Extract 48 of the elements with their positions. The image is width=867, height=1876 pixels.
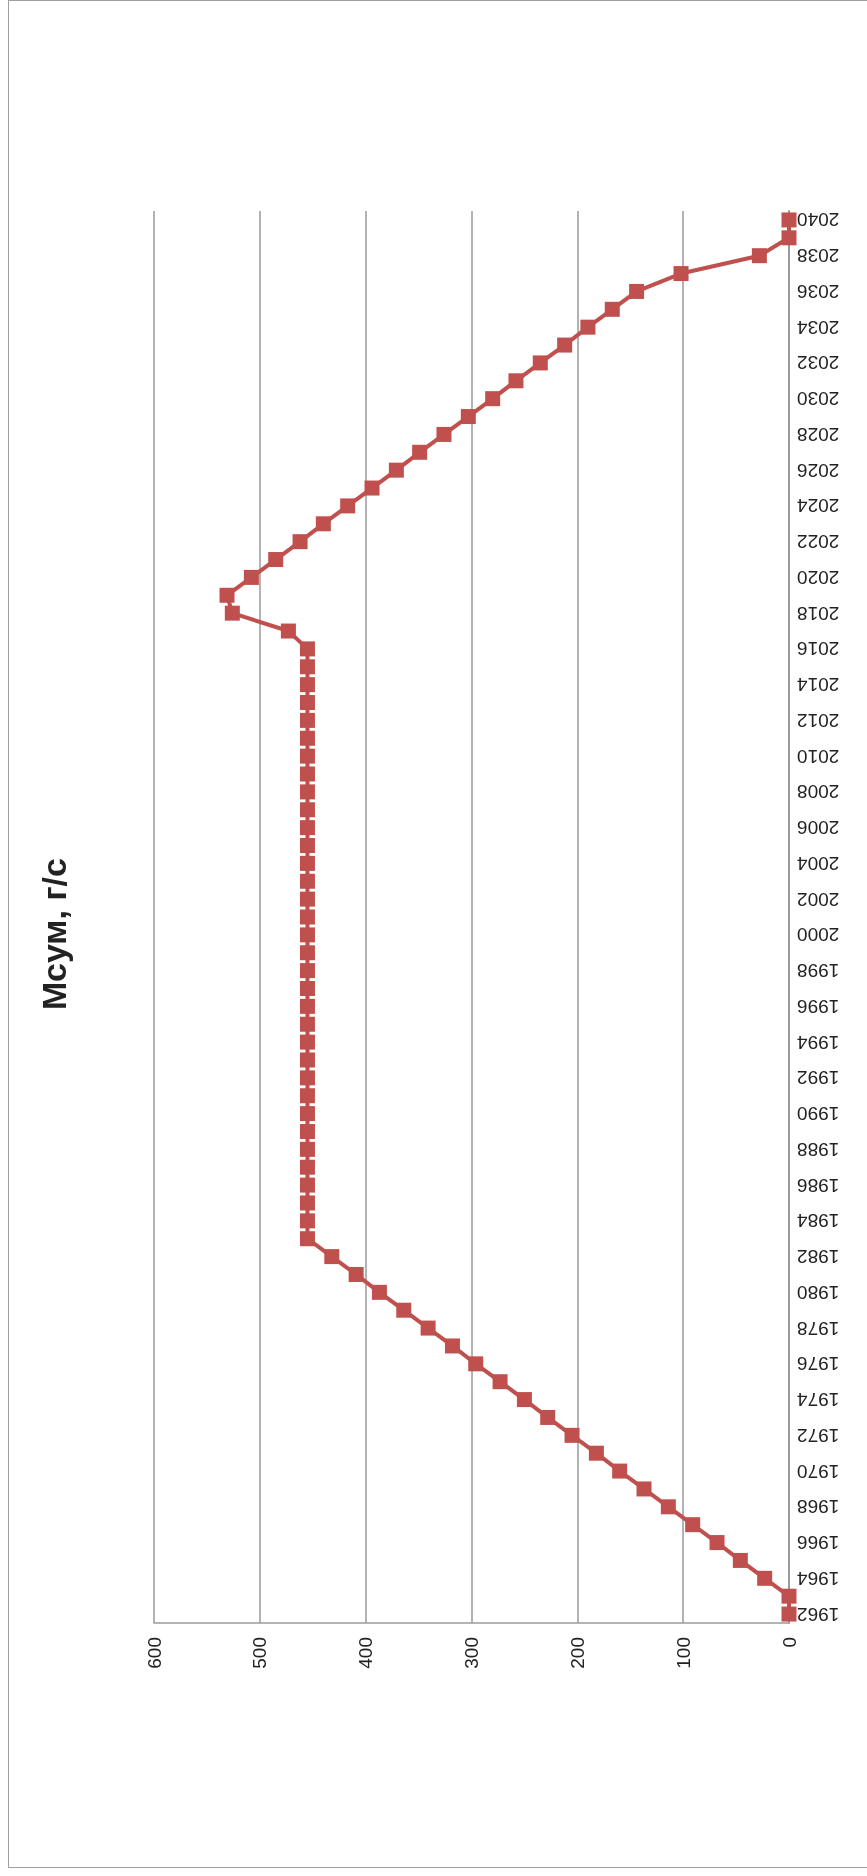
y-tick-label: 1990 — [797, 1103, 840, 1125]
y-tick-label: 2028 — [797, 423, 840, 445]
y-tick-label: 2022 — [797, 531, 840, 553]
x-tick-label: 600 — [143, 1637, 165, 1669]
y-tick-label: 1980 — [797, 1281, 840, 1303]
x-tick-label: 100 — [672, 1637, 694, 1669]
y-tick-label: 1970 — [797, 1460, 840, 1482]
y-tick-label: 2000 — [797, 924, 840, 946]
y-tick-label: 2026 — [797, 459, 840, 481]
y-tick-label: 1978 — [797, 1317, 840, 1339]
y-tick-label: 1996 — [797, 995, 840, 1017]
y-tick-label: 2024 — [796, 495, 840, 517]
y-tick-label: 2020 — [797, 566, 840, 588]
y-tick-label: 2014 — [796, 674, 840, 696]
y-tick-label: 1968 — [797, 1496, 840, 1518]
y-tick-label: 2034 — [796, 316, 840, 338]
y-tick-label: 1984 — [796, 1210, 840, 1232]
y-tick-label: 2038 — [797, 245, 840, 267]
y-tick-label: 1964 — [796, 1567, 840, 1589]
y-tick-label: 2032 — [797, 352, 840, 374]
y-tick-label: 2004 — [796, 852, 840, 874]
x-tick-label: 0 — [778, 1637, 800, 1648]
x-tick-label: 200 — [566, 1637, 588, 1669]
x-tick-label: 500 — [249, 1637, 271, 1669]
text: Мсум, г/с — [35, 858, 73, 1010]
y-tick-label: 2010 — [797, 745, 840, 767]
y-tick-label: 1974 — [796, 1389, 840, 1411]
y-tick-label: 1986 — [797, 1174, 840, 1196]
y-tick-label: 2040 — [797, 209, 840, 231]
y-tick-label: 2006 — [797, 817, 840, 839]
y-tick-label: 2036 — [797, 280, 840, 302]
y-tick-label: 2002 — [797, 888, 840, 910]
y-tick-label: 1962 — [797, 1603, 840, 1625]
y-tick-label: 1972 — [797, 1424, 840, 1446]
x-tick-label: 300 — [461, 1637, 482, 1669]
y-tick-label: 2012 — [797, 709, 840, 731]
y-tick-label: 1982 — [797, 1246, 840, 1268]
y-tick-label: 2030 — [797, 388, 840, 410]
y-tick-label: 1992 — [797, 1067, 840, 1089]
y-tick-label: 1994 — [796, 1031, 840, 1053]
y-tick-label: 1998 — [797, 960, 840, 982]
y-tick-label: 2008 — [797, 781, 840, 803]
y-tick-label: 1976 — [797, 1353, 840, 1375]
y-tick-label: 2016 — [797, 638, 840, 660]
y-tick-label: 2018 — [797, 602, 840, 624]
y-tick-label: 1988 — [797, 1138, 840, 1160]
x-tick-label: 400 — [355, 1637, 377, 1669]
y-tick-label: 1966 — [797, 1532, 840, 1554]
